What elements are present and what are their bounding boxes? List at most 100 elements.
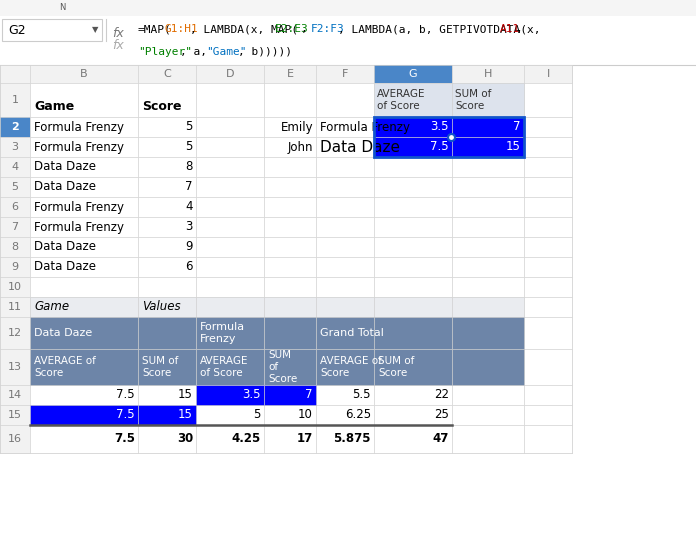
Bar <box>196 117 264 137</box>
Bar <box>316 317 374 349</box>
Bar <box>316 237 374 257</box>
Bar <box>196 405 264 425</box>
Bar <box>452 297 524 317</box>
Text: 15: 15 <box>178 409 193 421</box>
Bar <box>264 405 316 425</box>
Bar <box>374 117 452 137</box>
Text: Data Daze: Data Daze <box>34 328 93 338</box>
Text: C: C <box>163 69 171 79</box>
Text: 47: 47 <box>433 432 449 446</box>
Text: 12: 12 <box>8 328 22 338</box>
Bar <box>452 237 524 257</box>
Text: Formula Frenzy: Formula Frenzy <box>34 201 124 213</box>
Bar <box>264 425 316 453</box>
Text: Formula Frenzy: Formula Frenzy <box>34 141 124 154</box>
Bar <box>0 0 696 16</box>
Bar <box>374 137 452 157</box>
Bar <box>196 157 264 177</box>
Bar <box>316 177 374 197</box>
Bar <box>196 137 264 157</box>
Text: Game: Game <box>34 301 69 314</box>
Bar <box>316 217 374 237</box>
Bar <box>0 177 30 197</box>
Bar <box>452 405 524 425</box>
Bar <box>264 277 316 297</box>
Bar <box>524 277 572 297</box>
Bar <box>374 65 452 83</box>
Text: ,: , <box>301 24 315 34</box>
Bar <box>30 277 138 297</box>
Bar <box>264 117 316 137</box>
Bar <box>138 405 196 425</box>
Bar <box>264 83 316 117</box>
Bar <box>524 65 572 83</box>
Text: Emily: Emily <box>280 121 313 134</box>
Bar <box>264 137 316 157</box>
Bar <box>0 83 30 117</box>
Bar <box>0 425 30 453</box>
Text: 7.5: 7.5 <box>116 389 135 402</box>
Bar <box>196 257 264 277</box>
Bar <box>138 117 196 137</box>
Text: AVERAGE
of Score: AVERAGE of Score <box>200 356 248 378</box>
Bar <box>138 197 196 217</box>
Text: 7: 7 <box>186 181 193 194</box>
Text: 7: 7 <box>11 222 19 232</box>
Bar <box>0 65 572 453</box>
Text: "Game": "Game" <box>206 47 247 57</box>
Text: Data Daze: Data Daze <box>34 181 96 194</box>
Bar <box>30 65 138 83</box>
Text: E2:E3: E2:E3 <box>274 24 308 34</box>
Text: Score: Score <box>142 100 182 113</box>
Text: , a,: , a, <box>180 47 214 57</box>
Bar <box>316 157 374 177</box>
Text: SUM
of
Score: SUM of Score <box>268 350 297 384</box>
Text: Game: Game <box>34 100 74 113</box>
Text: 6: 6 <box>12 202 19 212</box>
Bar <box>452 257 524 277</box>
Text: Data Daze: Data Daze <box>320 140 400 155</box>
Bar <box>452 349 524 385</box>
Text: 7: 7 <box>514 121 521 134</box>
Bar <box>316 83 374 117</box>
Text: AVERAGE of
Score: AVERAGE of Score <box>34 356 96 378</box>
Bar <box>374 257 452 277</box>
Bar <box>452 117 524 137</box>
Bar <box>316 349 374 385</box>
Bar <box>30 297 138 317</box>
Text: E: E <box>287 69 294 79</box>
Bar <box>0 217 30 237</box>
Text: John: John <box>287 141 313 154</box>
Bar <box>452 297 524 317</box>
Bar <box>138 317 196 349</box>
Bar <box>316 385 374 405</box>
Bar <box>316 277 374 297</box>
Bar <box>196 217 264 237</box>
Bar <box>316 405 374 425</box>
Bar <box>374 217 452 237</box>
Bar <box>30 349 138 385</box>
Bar <box>316 317 374 349</box>
Text: SUM of
Score: SUM of Score <box>455 89 491 111</box>
Bar <box>374 137 452 157</box>
Bar <box>316 349 374 385</box>
Bar <box>30 157 138 177</box>
Bar <box>452 65 524 83</box>
Text: 22: 22 <box>434 389 449 402</box>
Bar <box>374 117 452 137</box>
Bar <box>452 137 524 157</box>
Text: Grand Total: Grand Total <box>320 328 384 338</box>
Bar <box>264 349 316 385</box>
Text: , LAMBDA(a, b, GETPIVOTDATA(x,: , LAMBDA(a, b, GETPIVOTDATA(x, <box>338 24 547 34</box>
Text: AVERAGE
of Score: AVERAGE of Score <box>377 89 425 111</box>
Bar <box>374 277 452 297</box>
Bar <box>196 349 264 385</box>
Text: 13: 13 <box>8 362 22 372</box>
Text: 3: 3 <box>12 142 19 152</box>
Bar <box>30 425 138 453</box>
Text: 5.875: 5.875 <box>333 432 371 446</box>
Bar <box>264 257 316 277</box>
Bar <box>374 83 452 117</box>
Bar <box>0 317 30 349</box>
Bar <box>30 257 138 277</box>
